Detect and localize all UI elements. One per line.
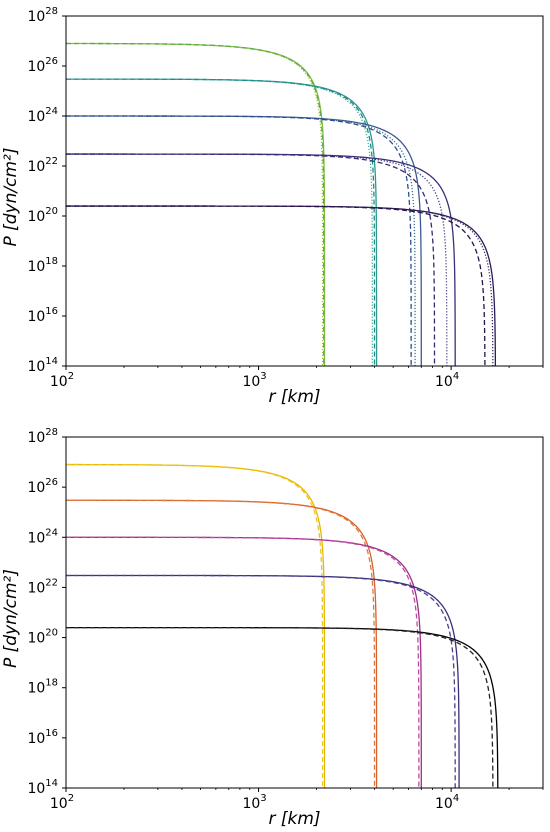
y-tick-label: 1022 bbox=[27, 156, 58, 175]
series-group bbox=[66, 463, 499, 788]
series-line-3 bbox=[66, 499, 376, 788]
x-tick-label: 103 bbox=[242, 371, 266, 390]
series-line-1 bbox=[66, 42, 324, 366]
series-line-3 bbox=[66, 78, 378, 366]
y-tick-label: 1022 bbox=[27, 577, 58, 596]
bottom-chart: 1014 1016 1018 1020 1022 1024 1026 1028 102 103 10… bbox=[1, 427, 544, 829]
y-tick-label: 1026 bbox=[27, 477, 58, 496]
series-line-5 bbox=[66, 78, 376, 366]
series-line-7 bbox=[66, 574, 456, 788]
y-tick-label: 1016 bbox=[27, 306, 58, 325]
series-line-8 bbox=[66, 626, 499, 788]
series-line-14 bbox=[66, 205, 486, 366]
y-axis-label: P [dyn/cm²] bbox=[1, 148, 21, 247]
y-tick-label: 1028 bbox=[27, 427, 58, 446]
series-line-1 bbox=[66, 463, 324, 788]
x-tick-label: 104 bbox=[435, 371, 459, 390]
series-line-10 bbox=[66, 153, 448, 366]
top-chart: 1014 1016 1018 1020 1022 1024 1026 1028 102 103 10… bbox=[1, 6, 544, 407]
y-tick-label: 1028 bbox=[27, 6, 58, 25]
y-tick-label: 1020 bbox=[27, 628, 58, 647]
series-line-0 bbox=[66, 463, 326, 788]
y-axis-label: P [dyn/cm²] bbox=[1, 569, 21, 668]
y-tick-label: 1014 bbox=[27, 778, 58, 797]
series-line-11 bbox=[66, 153, 436, 366]
series-line-9 bbox=[66, 626, 494, 788]
x-tick-label: 102 bbox=[50, 793, 74, 812]
y-tick-label: 1020 bbox=[27, 206, 58, 225]
series-line-9 bbox=[66, 153, 456, 366]
plot-frame bbox=[65, 436, 544, 789]
y-tick-label: 1026 bbox=[27, 56, 58, 75]
series-line-0 bbox=[66, 42, 326, 366]
y-tick-label: 1018 bbox=[27, 256, 58, 275]
series-line-4 bbox=[66, 78, 374, 366]
series-line-8 bbox=[66, 115, 412, 366]
series-line-5 bbox=[66, 536, 420, 788]
x-tick-label: 104 bbox=[435, 793, 459, 812]
y-tick-label: 1018 bbox=[27, 678, 58, 697]
y-tick-label: 1024 bbox=[27, 106, 58, 125]
series-group bbox=[66, 42, 497, 366]
x-axis-label: r [km] bbox=[268, 387, 320, 407]
series-line-13 bbox=[66, 205, 494, 366]
y-tick-label: 1024 bbox=[27, 527, 58, 546]
y-tick-label: 1016 bbox=[27, 728, 58, 747]
x-tick-label: 102 bbox=[50, 371, 74, 390]
series-line-2 bbox=[66, 42, 325, 366]
y-tick-label: 1014 bbox=[27, 356, 58, 375]
x-tick-label: 103 bbox=[242, 793, 266, 812]
series-line-12 bbox=[66, 205, 497, 366]
plot-frame bbox=[65, 15, 544, 367]
series-line-2 bbox=[66, 499, 378, 788]
series-line-6 bbox=[66, 574, 460, 788]
x-axis-label: r [km] bbox=[268, 809, 320, 829]
